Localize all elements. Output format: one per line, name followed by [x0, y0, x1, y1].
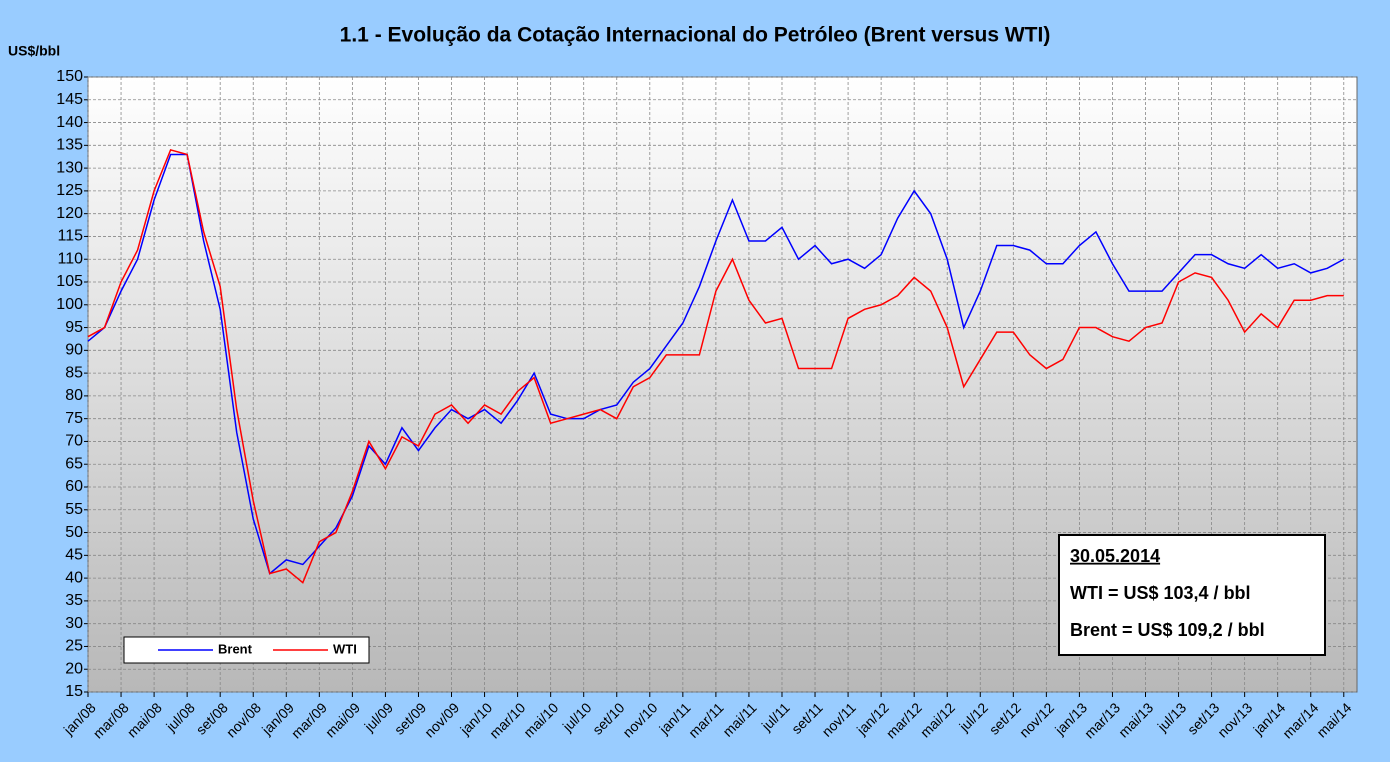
- chart-title: 1.1 - Evolução da Cotação Internacional …: [340, 24, 1051, 47]
- y-tick-label: 115: [57, 228, 83, 245]
- y-tick-label: 30: [65, 615, 83, 632]
- y-tick-label: 145: [56, 91, 83, 108]
- y-tick-label: 20: [65, 660, 83, 677]
- annotation-box: [1058, 534, 1326, 656]
- legend-label: WTI: [333, 641, 357, 656]
- y-tick-label: 15: [65, 683, 83, 700]
- annotation-date: 30.05.2014: [1070, 546, 1160, 566]
- y-tick-label: 95: [65, 319, 83, 336]
- y-tick-label: 100: [56, 296, 83, 313]
- y-tick-label: 135: [56, 137, 83, 154]
- series-line: [87, 153, 1345, 575]
- y-tick-label: 35: [65, 592, 83, 609]
- y-tick-label: 60: [65, 478, 83, 495]
- y-tick-label: 120: [56, 205, 83, 222]
- y-tick-label: 110: [57, 250, 83, 267]
- legend-box: [123, 636, 370, 664]
- y-tick-label: 25: [65, 638, 83, 655]
- y-tick-label: 40: [65, 569, 83, 586]
- y-tick-label: 45: [65, 547, 83, 564]
- y-tick-label: 65: [65, 455, 83, 472]
- series-line: [87, 148, 1344, 584]
- y-tick-label: 140: [56, 114, 83, 131]
- annotation-brent: Brent = US$ 109,2 / bbl: [1070, 620, 1265, 640]
- y-tick-label: 75: [65, 410, 83, 427]
- y-tick-label: 50: [65, 524, 83, 541]
- y-tick-label: 90: [65, 342, 83, 359]
- y-tick-label: 150: [56, 68, 83, 85]
- legend-label: Brent: [218, 641, 253, 656]
- annotation-wti: WTI = US$ 103,4 / bbl: [1070, 583, 1251, 603]
- y-tick-label: 85: [65, 364, 83, 381]
- y-tick-label: 55: [65, 501, 83, 518]
- y-tick-label: 80: [65, 387, 83, 404]
- y-axis-label: US$/bbl: [8, 43, 60, 59]
- y-tick-label: 130: [56, 159, 83, 176]
- y-tick-label: 125: [56, 182, 83, 199]
- y-tick-label: 105: [56, 273, 83, 290]
- y-tick-label: 70: [65, 433, 83, 450]
